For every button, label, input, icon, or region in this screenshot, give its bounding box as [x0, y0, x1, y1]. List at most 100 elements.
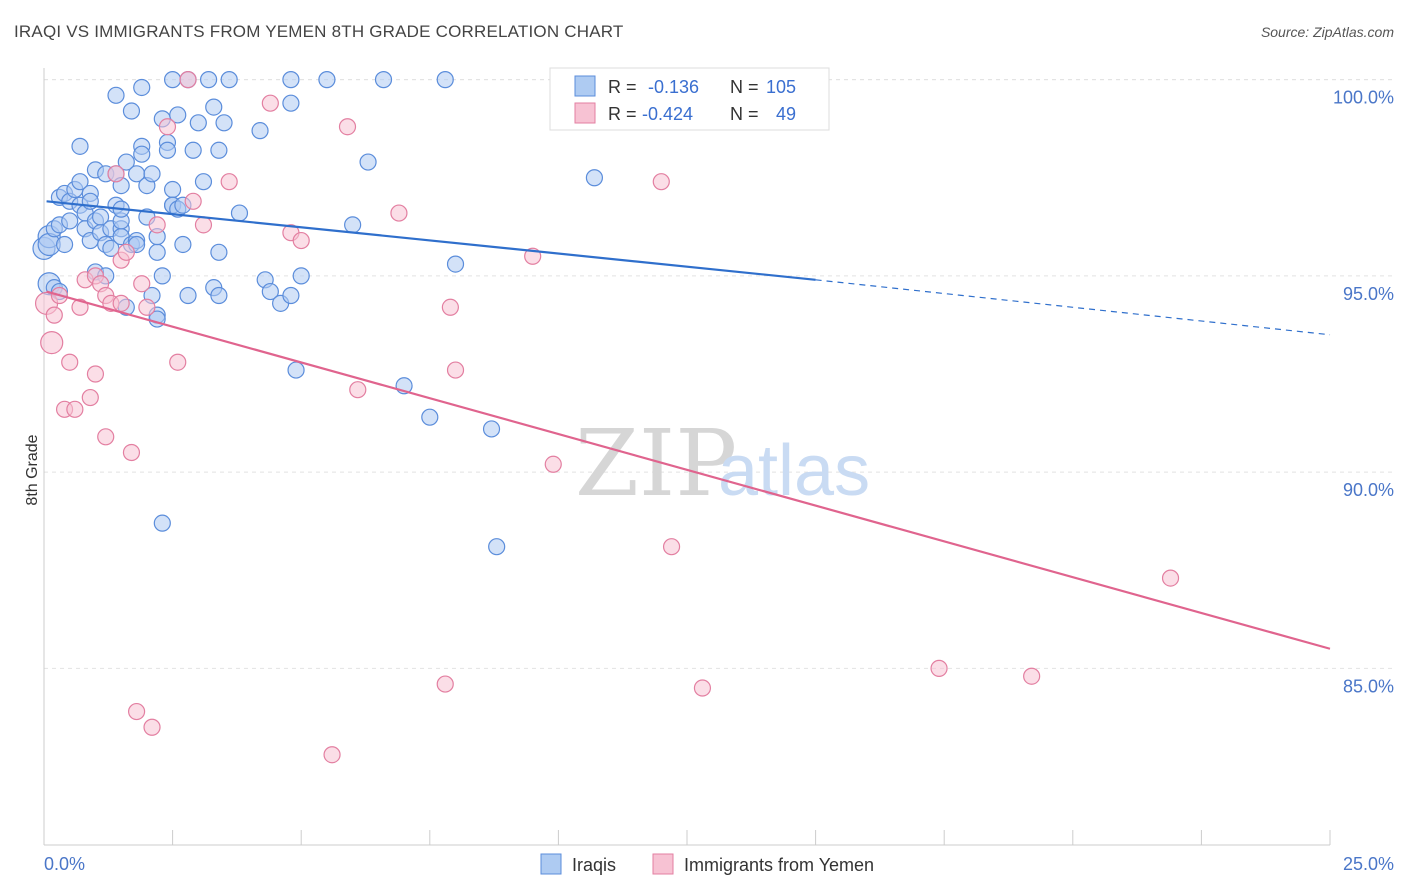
yemen-trend-line	[46, 290, 1331, 650]
yemen-point	[194, 216, 213, 234]
yemen-point	[179, 71, 197, 89]
iraqis-point	[107, 86, 125, 104]
yemen-point	[117, 243, 135, 261]
bottom-legend: Iraqis Immigrants from Yemen	[540, 853, 874, 875]
yemen-point	[693, 679, 712, 697]
iraqis-point	[164, 180, 182, 199]
iraqis-point	[210, 141, 228, 159]
yemen-point	[66, 400, 84, 418]
iraqis-point	[174, 235, 192, 254]
iraqis-point	[282, 94, 300, 112]
x-tick-label-max: 25.0%	[1343, 854, 1394, 874]
yemen-point	[40, 331, 64, 355]
yemen-point	[261, 94, 279, 112]
iraqis-point	[133, 78, 151, 97]
iraqis-point	[122, 102, 141, 120]
yemen-point	[122, 443, 141, 462]
iraqis-point	[230, 204, 249, 222]
iraqis-point	[164, 71, 182, 89]
iraqis-point	[261, 282, 279, 301]
iraqis-point	[148, 243, 166, 261]
y-tick-label: 90.0%	[1343, 480, 1394, 500]
chart-source: Source: ZipAtlas.com	[1260, 24, 1394, 40]
yemen-point	[71, 298, 89, 316]
iraqis-point	[169, 106, 187, 124]
iraqis-point	[189, 114, 207, 132]
yemen-point	[143, 718, 161, 736]
iraqis-point	[488, 538, 506, 556]
y-tick-label: 95.0%	[1343, 284, 1394, 304]
bottom-legend-label-yemen: Immigrants from Yemen	[684, 855, 874, 875]
iraqis-point	[292, 267, 310, 285]
iraqis-point	[374, 71, 393, 89]
iraqis-point	[153, 267, 171, 285]
watermark-zip: ZIP	[575, 410, 737, 517]
yemen-point	[86, 365, 105, 383]
iraqis-point	[117, 153, 135, 171]
yemen-point	[184, 192, 202, 210]
iraqis-point	[71, 173, 89, 191]
iraqis-point	[179, 286, 197, 305]
iraqis-trend-extension	[815, 279, 1331, 336]
yemen-point	[441, 298, 459, 316]
yemen-point	[662, 538, 681, 556]
iraqis-point	[71, 137, 89, 155]
grid-lines	[44, 79, 1394, 669]
legend-n-value-2: 49	[776, 104, 796, 124]
legend-n-label-1: N =	[730, 77, 759, 97]
yemen-point	[1023, 667, 1041, 685]
iraqis-point	[158, 141, 177, 159]
iraqis-point	[153, 514, 171, 532]
yemen-points	[34, 71, 1180, 764]
bottom-legend-label-iraqis: Iraqis	[572, 855, 616, 875]
iraqis-point	[205, 98, 223, 116]
yemen-point	[133, 275, 151, 293]
yemen-point	[107, 165, 125, 183]
yemen-point	[544, 455, 562, 473]
legend-r-value-2: -0.424	[642, 104, 693, 124]
trend-lines	[46, 200, 1331, 650]
iraqis-point	[210, 243, 228, 261]
iraqis-point	[421, 408, 439, 426]
legend-n-value-1: 105	[766, 77, 796, 97]
y-tick-label: 100.0%	[1333, 88, 1394, 108]
x-tick-label-min: 0.0%	[44, 854, 85, 874]
yemen-point	[652, 173, 670, 191]
bottom-legend-swatch-yemen	[652, 853, 674, 875]
y-axis-title: 8th Grade	[24, 434, 41, 505]
iraqis-point	[184, 141, 202, 159]
yemen-point	[112, 294, 130, 312]
legend-r-value-1: -0.136	[648, 77, 699, 97]
legend-swatch-yemen	[574, 102, 596, 124]
yemen-point	[127, 702, 146, 721]
iraqis-point	[344, 216, 362, 234]
iraqis-point	[251, 122, 269, 140]
yemen-point	[446, 361, 465, 379]
legend-swatch-iraqis	[574, 75, 596, 97]
iraqis-point	[318, 71, 336, 89]
iraqis-point	[55, 235, 74, 254]
chart-title: IRAQI VS IMMIGRANTS FROM YEMEN 8TH GRADE…	[14, 22, 624, 41]
yemen-point	[97, 428, 115, 446]
iraqis-trend-line	[46, 200, 816, 281]
iraqis-point	[287, 361, 305, 379]
yemen-point	[148, 216, 166, 234]
iraqis-point	[143, 165, 161, 183]
iraqis-point	[61, 212, 79, 230]
iraqis-point	[359, 153, 377, 171]
yemen-point	[338, 118, 357, 136]
yemen-point	[323, 746, 341, 764]
iraqis-point	[200, 71, 218, 89]
iraqis-point	[436, 71, 454, 89]
iraqis-point	[446, 255, 465, 273]
yemen-point	[158, 118, 177, 136]
yemen-point	[220, 173, 238, 191]
iraqis-point	[215, 114, 233, 132]
iraqis-point	[282, 71, 300, 89]
legend-r-label-1: R =	[608, 77, 637, 97]
y-tick-labels: 85.0% 90.0% 95.0% 100.0%	[1333, 88, 1394, 697]
iraqis-point	[210, 286, 228, 305]
iraqis-point	[194, 173, 213, 191]
yemen-point	[81, 388, 99, 407]
